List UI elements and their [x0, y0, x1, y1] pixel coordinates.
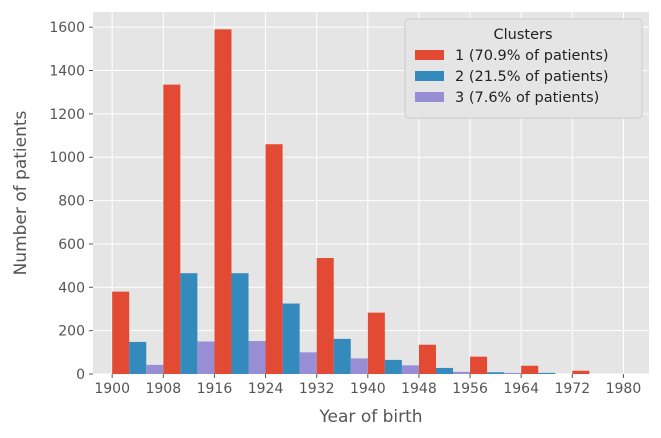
bar-series-1 [418, 344, 436, 374]
bar-series-2 [333, 338, 351, 374]
bar-series-2 [384, 359, 402, 374]
bar-series-2 [231, 273, 249, 374]
bar-series-1 [367, 312, 385, 374]
legend-label-3: 3 (7.6% of patients) [455, 90, 599, 106]
bar-series-3 [299, 352, 317, 374]
x-tick-label: 1948 [401, 381, 437, 397]
x-tick-label: 1956 [452, 381, 488, 397]
bar-series-3 [350, 358, 368, 374]
x-axis-ticks: 1900 1908 1916 1924 1932 1940 1948 1956 1964 1972… [94, 374, 641, 397]
x-tick-label: 1980 [606, 381, 642, 397]
bar-series-2 [435, 367, 454, 374]
legend-box [404, 18, 643, 119]
legend: Clusters 1 (70.9% of patients) 2 (21.5% o… [404, 18, 643, 119]
y-tick-label: 800 [58, 194, 85, 210]
bar-series-1 [470, 356, 488, 374]
legend-title: Clusters [493, 27, 552, 43]
y-tick-label: 1200 [49, 107, 85, 123]
bar-series-2 [129, 341, 147, 374]
x-tick-label: 1964 [503, 381, 539, 397]
bar-series-1 [572, 370, 590, 374]
x-tick-label: 1940 [350, 381, 386, 397]
x-tick-label: 1972 [554, 381, 590, 397]
bar-series-3 [453, 371, 471, 374]
bar-series-1 [112, 291, 130, 374]
bar-series-1 [521, 365, 539, 374]
x-tick-label: 1908 [145, 381, 181, 397]
y-tick-label: 400 [58, 280, 85, 296]
y-axis-ticks: 0 200 400 600 800 1000 1200 1400 1600 [49, 20, 93, 383]
bar-series-1 [265, 144, 283, 374]
x-tick-label: 1932 [299, 381, 335, 397]
legend-swatch-1 [415, 50, 444, 60]
x-axis-label: Year of birth [318, 407, 422, 427]
y-tick-label: 600 [58, 237, 85, 253]
x-tick-label: 1924 [248, 381, 284, 397]
bar-series-1 [316, 258, 334, 374]
x-tick-label: 1916 [197, 381, 233, 397]
bars [112, 29, 590, 375]
y-tick-label: 1600 [49, 20, 85, 36]
bar-series-3 [146, 364, 164, 374]
bar-series-2 [180, 273, 198, 374]
bar-series-3 [401, 365, 419, 374]
bar-series-3 [197, 341, 215, 374]
bar-series-1 [163, 84, 181, 375]
bar-series-2 [538, 372, 556, 374]
bar-series-3 [504, 372, 522, 374]
bar-series-2 [282, 303, 300, 374]
y-tick-label: 1400 [49, 64, 85, 80]
bar-series-3 [248, 341, 266, 374]
y-axis-label: Number of patients [11, 110, 31, 275]
bar-series-1 [214, 29, 232, 375]
legend-swatch-2 [415, 71, 444, 81]
legend-label-2: 2 (21.5% of patients) [455, 69, 609, 85]
legend-label-1: 1 (70.9% of patients) [455, 48, 609, 64]
y-tick-label: 0 [76, 367, 85, 383]
x-tick-label: 1900 [94, 381, 130, 397]
bar-series-2 [487, 372, 505, 374]
y-tick-label: 1000 [49, 150, 85, 166]
y-tick-label: 200 [58, 324, 85, 340]
legend-swatch-3 [415, 92, 444, 102]
